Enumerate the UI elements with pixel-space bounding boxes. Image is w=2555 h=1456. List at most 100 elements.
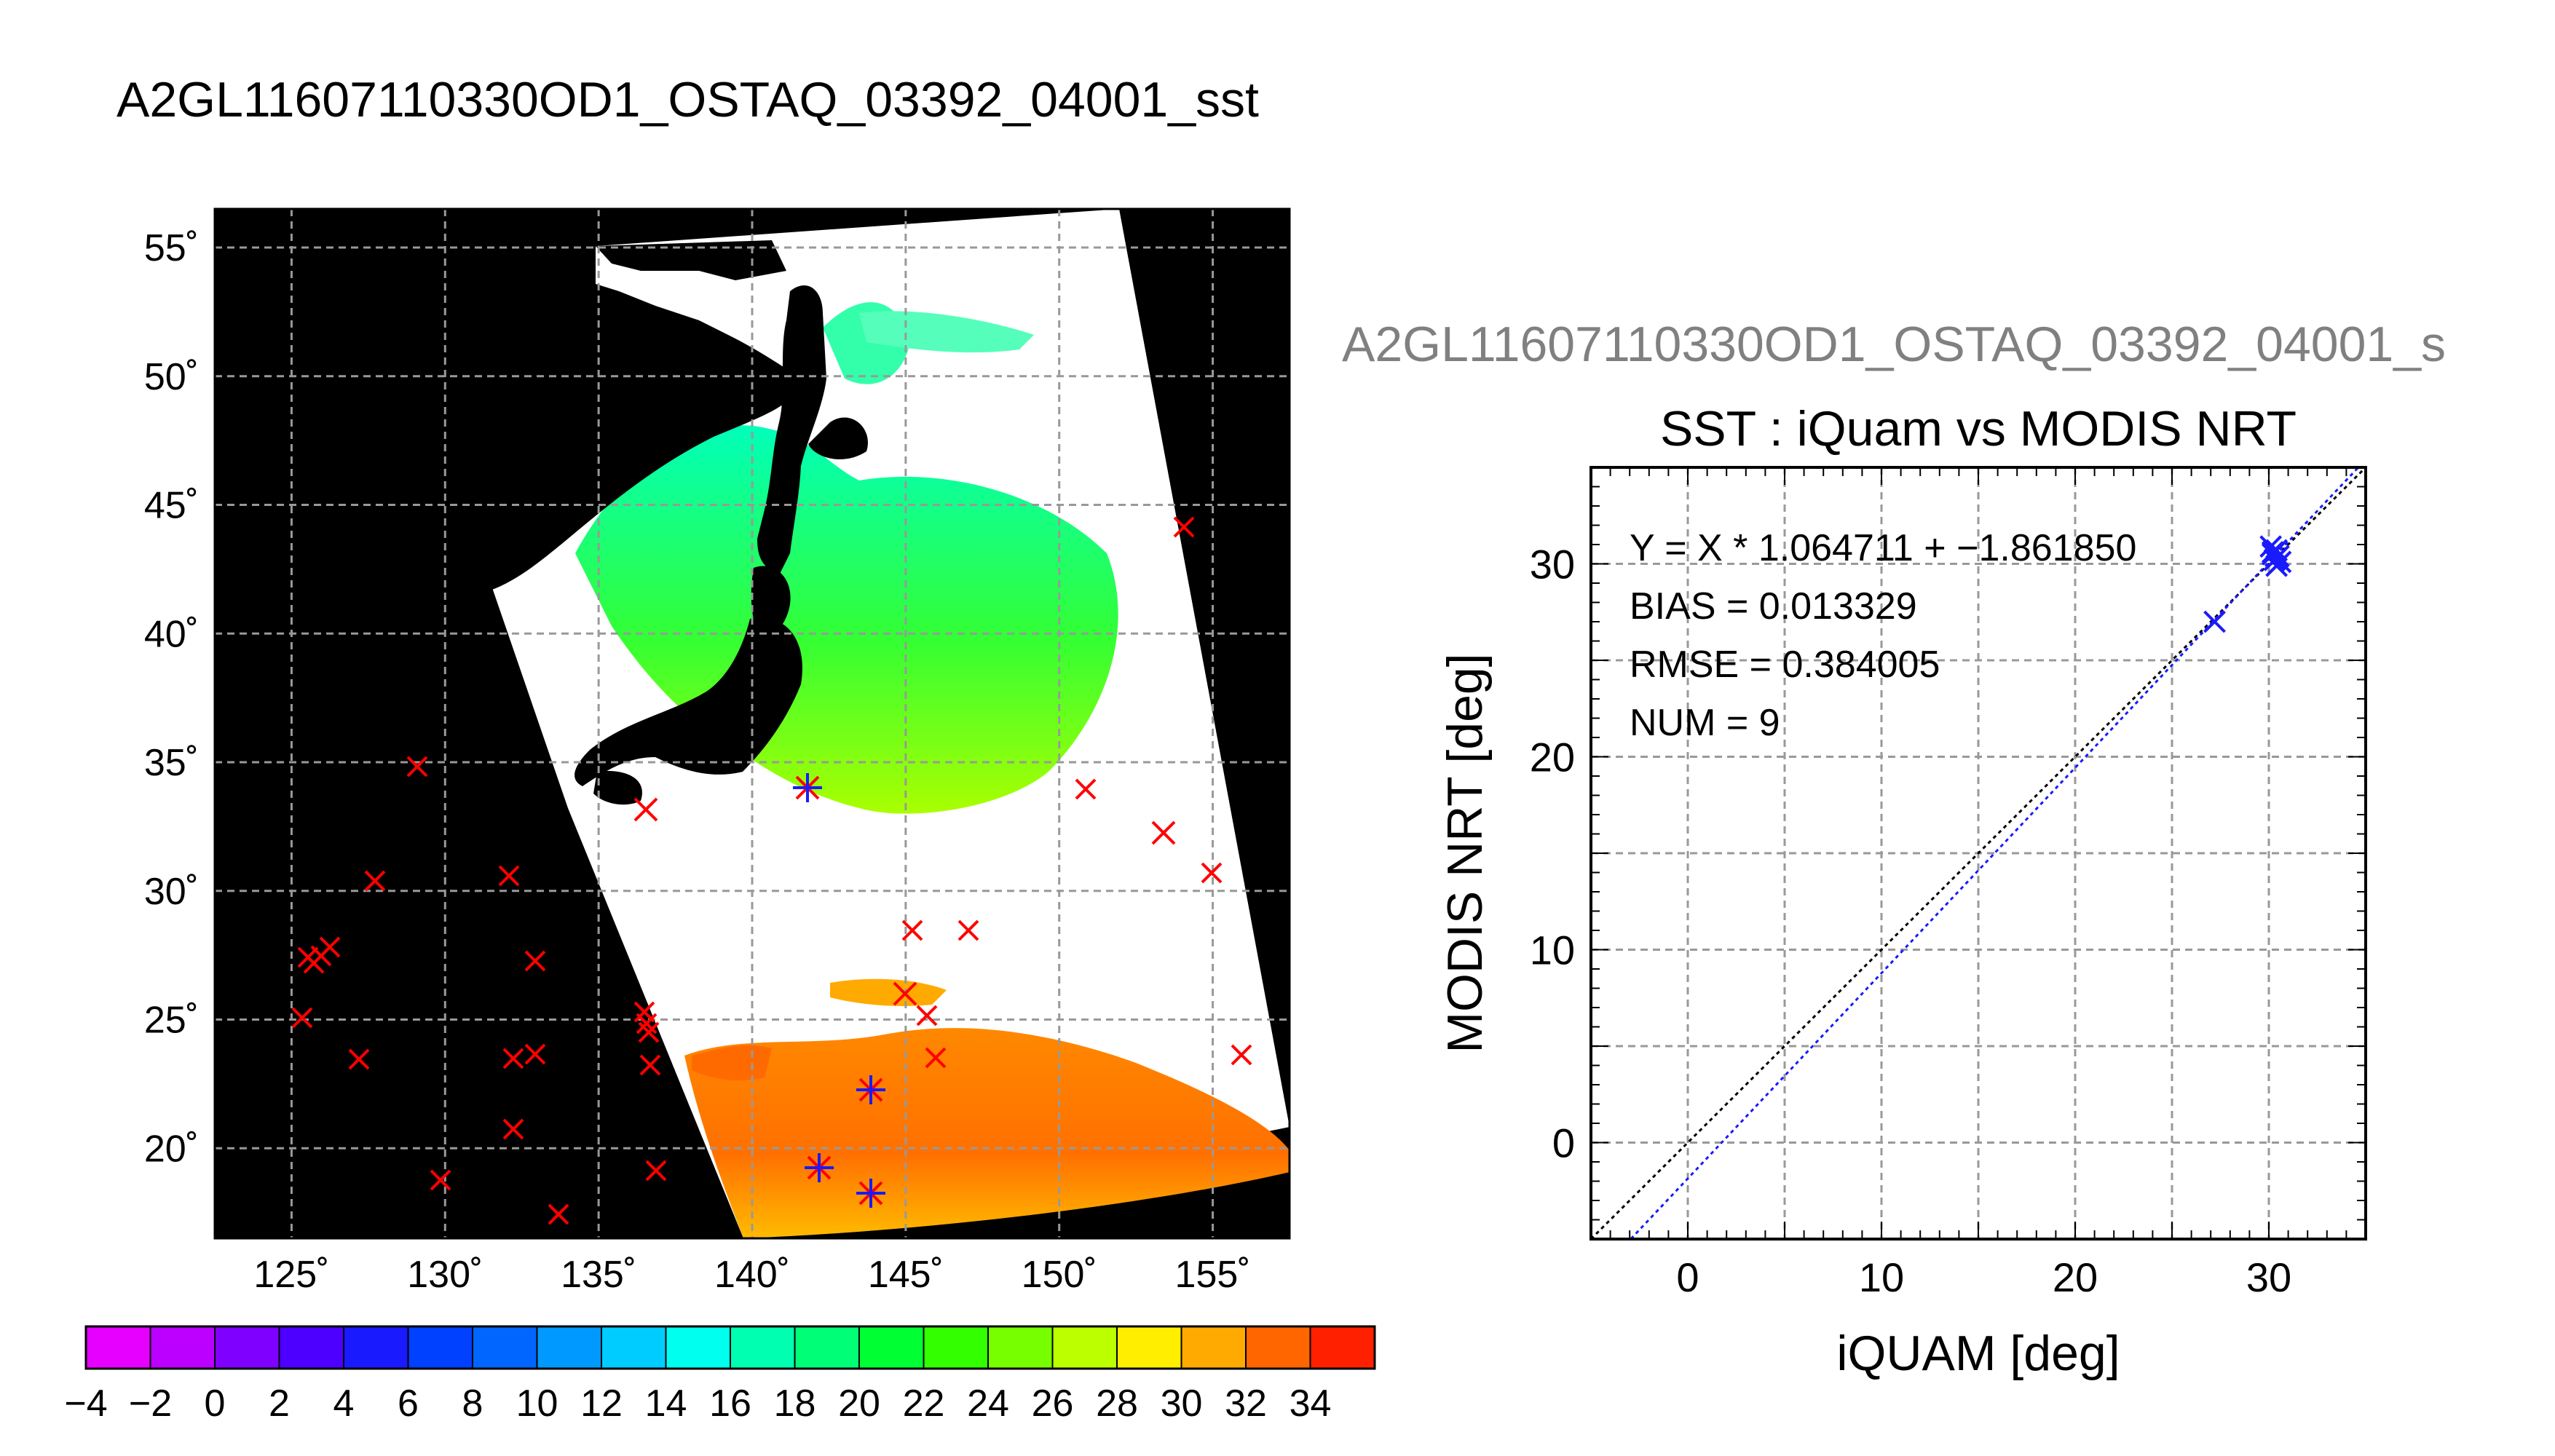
obs-marker [430, 1169, 451, 1191]
colorbar-label: 2 [269, 1382, 290, 1425]
colorbar-cell [472, 1326, 538, 1369]
obs-marker [291, 1007, 313, 1029]
obs-marker [1173, 516, 1195, 538]
colorbar-label: 26 [1032, 1382, 1074, 1425]
x-axis-label: iQUAM [deg] [1836, 1326, 2120, 1381]
colorbar-cell [1180, 1326, 1247, 1369]
land-mask [215, 240, 868, 805]
colorbar-label: 6 [398, 1382, 419, 1425]
x-tick-label: 0 [1676, 1254, 1699, 1300]
scatter-title: A2GL11607110330OD1_OSTAQ_03392_04001_s [1342, 317, 2446, 372]
scatter-point [2265, 554, 2289, 577]
colorbar-label: 16 [709, 1382, 751, 1425]
sst-field-south [684, 1028, 1290, 1238]
lat-tick-label: 55˚ [144, 227, 199, 269]
latitude-tick-labels: 20˚ 25˚ 30˚ 35˚ 40˚ 45˚ 50˚ 55˚ [144, 227, 199, 1170]
obs-marker [297, 946, 319, 968]
scatter-plot: SST : iQuam vs MODIS NRT 0 10 20 30 0 10 20 30… [1437, 401, 2367, 1381]
scatter-grid [1591, 467, 2366, 1239]
obs-marker [916, 1005, 938, 1026]
scatter-point [2261, 541, 2284, 564]
colorbar-label: 22 [903, 1382, 945, 1425]
colorbar-label: 12 [580, 1382, 623, 1425]
lon-tick-label: 150˚ [1022, 1254, 1097, 1296]
lon-tick-label: 135˚ [561, 1254, 636, 1296]
lat-tick-label: 30˚ [144, 871, 199, 913]
colorbar-label: 18 [774, 1382, 816, 1425]
colorbar-label: 8 [462, 1382, 483, 1425]
obs-marker [498, 865, 520, 887]
colorbar-cell [1245, 1326, 1311, 1369]
lat-tick-label: 35˚ [144, 742, 199, 784]
colorbar-cell [407, 1326, 474, 1369]
obs-marker [548, 1203, 569, 1225]
colorbar-label: 20 [838, 1382, 880, 1425]
colorbar-frame [84, 1325, 1376, 1370]
colorbar-cell [730, 1326, 796, 1369]
colorbar-label: 10 [516, 1382, 558, 1425]
sst-field-patch-band [830, 978, 947, 1006]
lat-tick-label: 45˚ [144, 485, 199, 527]
colorbar-cell [923, 1326, 990, 1369]
lon-tick-label: 140˚ [714, 1254, 790, 1296]
sst-map: 125˚ 130˚ 135˚ 140˚ 145˚ 150˚ 155˚ 20˚ 25˚ 30˚ 35… [144, 207, 1291, 1296]
colorbar-labels: −4 −2 0 2 4 6 8 10 12 14 16 18 20 22 24 26 28 30 32 34 [64, 1382, 1331, 1425]
colorbar-label: 28 [1096, 1382, 1138, 1425]
matchup-marker [856, 1179, 885, 1208]
colorbar-label: −4 [64, 1382, 107, 1425]
y-tick-label: 30 [1530, 542, 1575, 587]
lat-tick-label: 40˚ [144, 613, 199, 655]
stat-num: NUM = 9 [1630, 702, 1780, 744]
y-axis-label: MODIS NRT [deg] [1437, 653, 1493, 1053]
y-tick-label: 0 [1552, 1120, 1575, 1166]
obs-marker [406, 756, 428, 778]
regression-line [1629, 467, 2360, 1239]
colorbar-cell [278, 1326, 345, 1369]
x-tick-label: 10 [1859, 1254, 1904, 1300]
lat-tick-label: 50˚ [144, 356, 199, 398]
matchup-marker [805, 1153, 834, 1182]
obs-marker [901, 919, 923, 941]
matchup-marker [856, 1075, 885, 1104]
page-title: A2GL11607110330OD1_OSTAQ_03392_04001_sst [117, 72, 1259, 127]
colorbar-cell [601, 1326, 667, 1369]
map-grid [215, 209, 1290, 1238]
stat-rmse: RMSE = 0.384005 [1630, 644, 1940, 686]
obs-marker [638, 1021, 660, 1043]
colorbar-cell [343, 1326, 409, 1369]
obs-marker [524, 1043, 546, 1065]
obs-marker [1151, 820, 1176, 845]
observation-markers [291, 516, 1252, 1225]
scatter-point [2203, 610, 2226, 633]
colorbar-label: 30 [1161, 1382, 1203, 1425]
colorbar-label: 0 [205, 1382, 226, 1425]
stat-bias: BIAS = 0.013329 [1630, 585, 1917, 628]
colorbar-cell [149, 1326, 216, 1369]
matchup-markers [793, 773, 885, 1208]
obs-marker [502, 1118, 524, 1140]
obs-marker [645, 1160, 667, 1182]
chart-title: SST : iQuam vs MODIS NRT [1660, 401, 2297, 456]
lon-tick-label: 155˚ [1175, 1254, 1251, 1296]
obs-marker [502, 1048, 524, 1069]
obs-marker [1231, 1044, 1252, 1066]
obs-marker [633, 797, 658, 822]
obs-marker [524, 950, 546, 972]
y-tick-label: 10 [1530, 927, 1575, 973]
y-tick-labels: 0 10 20 30 [1530, 542, 1575, 1166]
lat-tick-label: 20˚ [144, 1128, 199, 1170]
colorbar-cell [794, 1326, 861, 1369]
obs-marker [893, 981, 917, 1006]
obs-marker [1201, 862, 1223, 884]
colorbar-label: 4 [333, 1382, 355, 1425]
regression-stats: Y = X * 1.064711 + −1.861850 BIAS = 0.01… [1630, 527, 2136, 744]
lon-tick-label: 125˚ [253, 1254, 329, 1296]
x-tick-label: 30 [2246, 1254, 2291, 1300]
scatter-points [2203, 535, 2292, 633]
obs-marker [925, 1047, 947, 1069]
colorbar-cell [1116, 1326, 1182, 1369]
scatter-point [2263, 548, 2286, 571]
colorbar-cell [536, 1326, 603, 1369]
lat-tick-label: 25˚ [144, 1000, 199, 1042]
